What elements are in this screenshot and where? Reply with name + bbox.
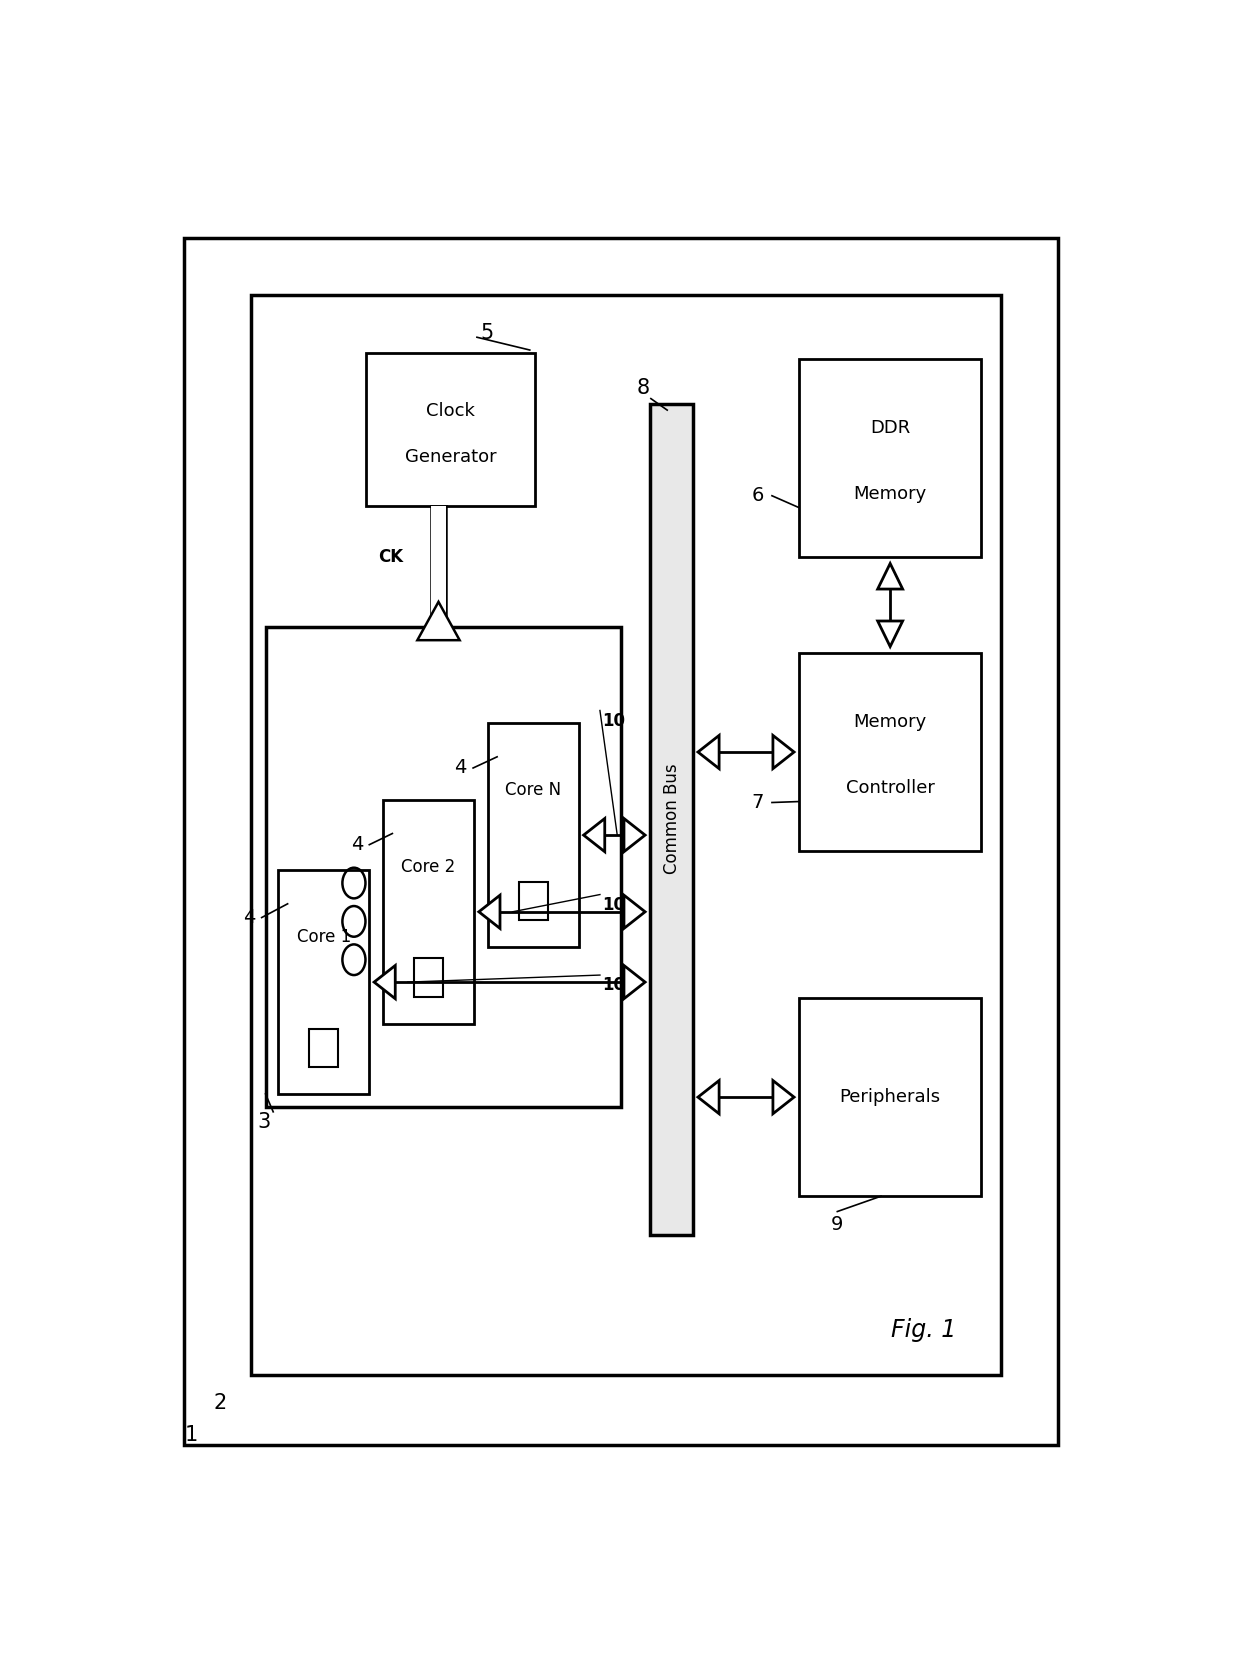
Text: 7: 7 <box>751 793 764 812</box>
Polygon shape <box>773 735 794 769</box>
Text: 10: 10 <box>601 976 625 994</box>
Polygon shape <box>430 506 446 637</box>
Bar <box>250 295 1001 1374</box>
Polygon shape <box>479 895 500 928</box>
Text: Common Bus: Common Bus <box>662 764 681 875</box>
Polygon shape <box>698 1081 719 1114</box>
Text: Clock: Clock <box>427 402 475 420</box>
Polygon shape <box>418 603 460 641</box>
Text: Core N: Core N <box>505 782 562 800</box>
Polygon shape <box>773 1081 794 1114</box>
Bar <box>799 359 982 558</box>
Polygon shape <box>624 818 645 852</box>
Bar <box>414 958 443 996</box>
Text: Generator: Generator <box>404 448 496 466</box>
Bar <box>265 627 621 1107</box>
Text: 5: 5 <box>480 324 494 344</box>
Text: 1: 1 <box>185 1426 198 1446</box>
Text: CK: CK <box>378 548 403 566</box>
Text: Fig. 1: Fig. 1 <box>892 1318 956 1343</box>
Bar <box>309 1029 339 1067</box>
Text: 4: 4 <box>454 759 466 777</box>
Text: 4: 4 <box>351 835 363 855</box>
Text: 2: 2 <box>213 1393 227 1413</box>
Polygon shape <box>878 563 903 589</box>
Bar <box>487 724 579 946</box>
Text: 10: 10 <box>601 896 625 913</box>
Polygon shape <box>698 735 719 769</box>
Text: Peripherals: Peripherals <box>839 1089 941 1106</box>
Text: 4: 4 <box>243 908 255 926</box>
Polygon shape <box>624 895 645 928</box>
Bar <box>278 870 370 1094</box>
Bar <box>383 800 474 1024</box>
Text: 8: 8 <box>636 378 650 398</box>
Polygon shape <box>584 818 605 852</box>
Bar <box>799 998 982 1197</box>
Bar <box>367 352 534 506</box>
Text: DDR: DDR <box>870 420 910 437</box>
Text: 9: 9 <box>831 1215 843 1233</box>
Text: 3: 3 <box>257 1112 270 1132</box>
Text: Memory: Memory <box>853 485 926 503</box>
Bar <box>518 881 548 920</box>
Bar <box>650 403 693 1235</box>
Text: Core 1: Core 1 <box>296 928 351 946</box>
Polygon shape <box>374 966 396 999</box>
Text: Memory: Memory <box>853 714 926 732</box>
Text: 6: 6 <box>751 486 764 505</box>
Text: Core 2: Core 2 <box>402 858 455 876</box>
Polygon shape <box>624 966 645 999</box>
Text: 10: 10 <box>601 712 625 730</box>
Text: Controller: Controller <box>846 779 935 797</box>
Bar <box>799 652 982 852</box>
Polygon shape <box>878 621 903 646</box>
